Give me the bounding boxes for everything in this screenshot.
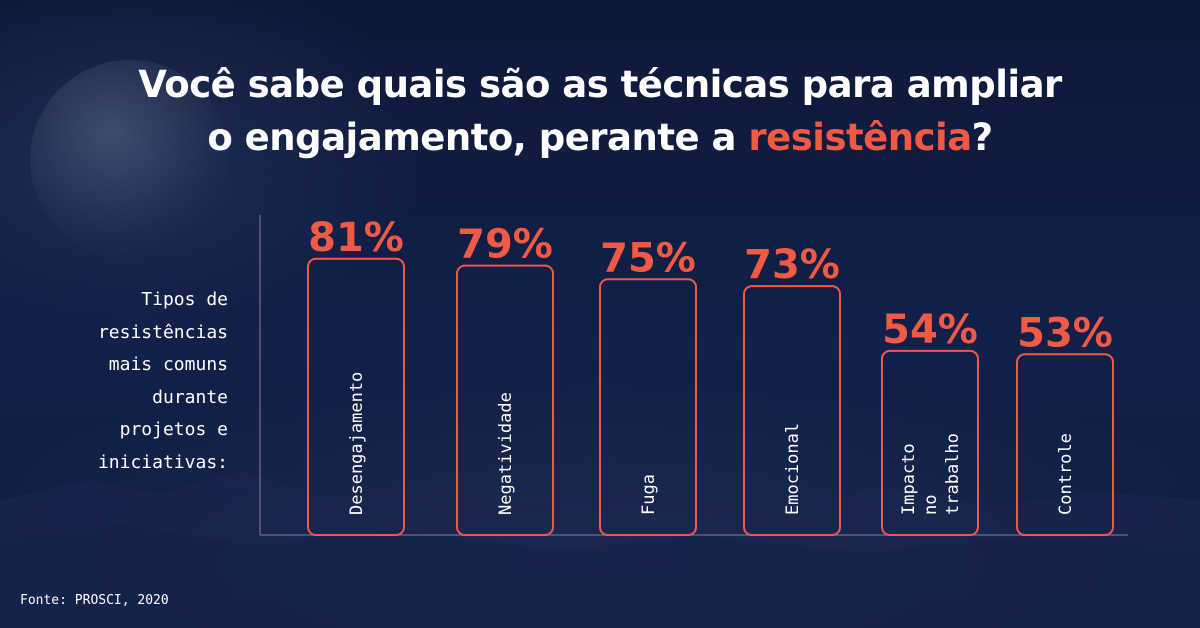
page-title: Você sabe quais são as técnicas para amp… xyxy=(0,58,1200,164)
bar-6 xyxy=(1016,353,1114,536)
value-label-4: 73% xyxy=(744,242,840,288)
terrain-decoration xyxy=(0,470,1200,628)
value-label-3: 75% xyxy=(600,235,696,281)
value-label-5: 54% xyxy=(882,307,978,353)
bar-3 xyxy=(599,278,697,536)
bar-5 xyxy=(881,349,979,536)
title-line-2-text: o engajamento, perante a xyxy=(207,116,736,159)
category-label-1-line-1: Desengajamento xyxy=(347,372,367,515)
title-highlight: resistência xyxy=(748,116,972,159)
bar-2 xyxy=(456,264,554,536)
value-label-1: 81% xyxy=(308,215,404,261)
category-label-6: Controle xyxy=(1056,433,1076,515)
category-label-5-line-2: no xyxy=(921,495,941,515)
value-label-6: 53% xyxy=(1017,310,1113,356)
title-question-mark: ? xyxy=(971,116,993,159)
source-citation: Fonte: PROSCI, 2020 xyxy=(20,593,169,608)
category-label-2: Negatividade xyxy=(496,392,516,515)
bar-1 xyxy=(307,257,405,536)
category-label-5: Impacto no trabalho xyxy=(899,433,963,515)
moon-decoration xyxy=(30,60,230,260)
value-label-2: 79% xyxy=(457,222,553,268)
category-label-3-line-1: Fuga xyxy=(639,474,659,515)
category-label-2-line-1: Negatividade xyxy=(496,392,516,515)
category-label-5-line-1: Impacto xyxy=(899,443,919,515)
category-label-5-line-3: trabalho xyxy=(943,433,963,515)
category-label-4: Emocional xyxy=(783,423,803,515)
category-label-6-line-1: Controle xyxy=(1056,433,1076,515)
category-label-4-line-1: Emocional xyxy=(783,423,803,515)
bar-4 xyxy=(743,285,841,536)
title-line-1: Você sabe quais são as técnicas para amp… xyxy=(138,63,1062,106)
chart-side-label: Tipos de resistências mais comuns durant… xyxy=(97,289,228,473)
category-label-1: Desengajamento xyxy=(347,372,367,515)
title-line-2: o engajamento, perante a resistência? xyxy=(0,111,1200,164)
category-label-3: Fuga xyxy=(639,474,659,515)
